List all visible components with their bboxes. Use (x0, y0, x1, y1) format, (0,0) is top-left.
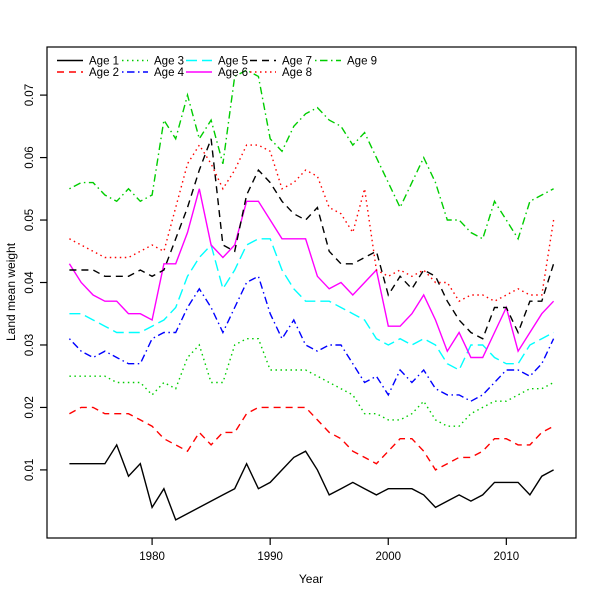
legend-entry-age-6: Age 6 (186, 67, 248, 79)
series-line-age-1 (69, 443, 554, 521)
x-tick-label: 2010 (494, 551, 520, 563)
x-tick-label: 1990 (257, 551, 283, 563)
x-tick-label: 2000 (375, 551, 401, 563)
legend-entry-age-5: Age 5 (186, 56, 248, 68)
y-tick-label: 0.04 (24, 271, 36, 294)
y-tick-label: 0.02 (24, 396, 36, 418)
y-tick-label: 0.06 (24, 146, 36, 168)
series-line-age-9 (69, 69, 554, 241)
legend-entry-age-2: Age 2 (57, 67, 119, 79)
y-tick-label: 0.03 (24, 334, 36, 356)
x-tick-label: 1980 (139, 551, 165, 563)
legend-entry-age-7: Age 7 (250, 56, 312, 68)
legend-label: Age 9 (347, 56, 377, 68)
series-line-age-2 (69, 406, 554, 471)
legend-label: Age 5 (218, 56, 248, 68)
series-line-age-7 (69, 138, 555, 340)
legend-entry-age-8: Age 8 (250, 67, 312, 79)
legend-entry-age-3: Age 3 (122, 56, 184, 68)
y-axis-title: Land mean weight (4, 242, 18, 341)
series-lines (68, 69, 555, 521)
y-tick-label: 0.05 (24, 209, 36, 231)
x-axis-title: Year (299, 572, 323, 586)
series-line-age-8 (69, 143, 555, 303)
y-tick-label: 0.07 (24, 84, 36, 106)
legend-entry-age-9: Age 9 (315, 56, 377, 68)
y-axis: 0.01 0.02 0.03 0.04 0.05 0.06 0.07 (24, 84, 47, 481)
legend-entry-age-4: Age 4 (122, 67, 185, 79)
x-axis: 1980 1990 2000 2010 (139, 538, 519, 563)
legend-label: Age 4 (154, 67, 185, 79)
series-line-age-4 (68, 275, 555, 402)
legend-label: Age 6 (218, 67, 248, 79)
series-line-age-6 (68, 188, 555, 359)
legend-label: Age 3 (154, 56, 184, 68)
series-line-age-5 (69, 238, 554, 371)
legend-label: Age 1 (89, 56, 119, 68)
y-tick-label: 0.01 (24, 459, 36, 481)
legend-label: Age 7 (282, 56, 312, 68)
legend-label: Age 8 (282, 67, 312, 79)
legend-entry-age-1: Age 1 (57, 56, 119, 68)
plot-area-box (46, 46, 577, 539)
legend-label: Age 2 (89, 67, 119, 79)
